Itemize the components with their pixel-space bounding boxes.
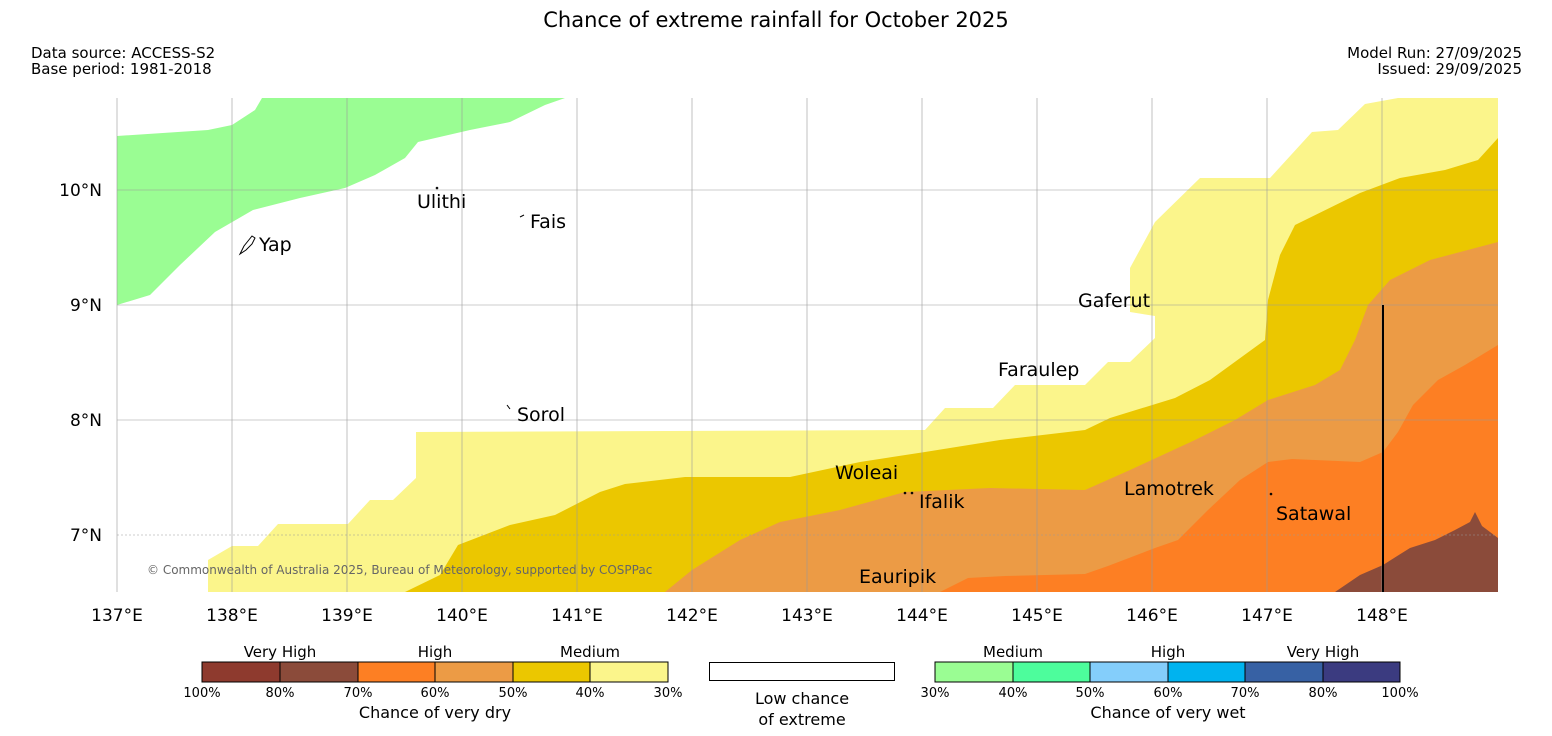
lat-tick-label: 9°N bbox=[70, 296, 102, 316]
place-label-ulithi: Ulithi bbox=[417, 191, 466, 213]
wet-percent-label: 40% bbox=[999, 686, 1028, 701]
low-chance-swatch bbox=[709, 662, 895, 681]
dry-legend: Very High High Medium 100% 80% 70% 60% 5… bbox=[183, 643, 682, 722]
wet-swatch-30-40 bbox=[934, 661, 1014, 683]
ulithi-island-icon bbox=[435, 186, 439, 190]
island-marks bbox=[238, 186, 1273, 496]
lon-tick-label: 144°E bbox=[896, 606, 948, 626]
wet-percent-label: 100% bbox=[1381, 686, 1418, 701]
wet-medium-region bbox=[117, 98, 565, 305]
wet-swatch-60-70 bbox=[1167, 661, 1246, 683]
place-label-fais: Fais bbox=[530, 211, 566, 233]
place-label-sorol: Sorol bbox=[517, 404, 565, 426]
dry-percent-label: 100% bbox=[183, 686, 220, 701]
wet-category-label: High bbox=[1151, 643, 1185, 661]
dry-swatch-40-50 bbox=[512, 661, 591, 683]
place-label-gaferut: Gaferut bbox=[1078, 290, 1150, 312]
place-label-faraulep: Faraulep bbox=[998, 359, 1079, 381]
latitude-axis: 10°N 9°N 8°N 7°N bbox=[59, 181, 102, 546]
lon-tick-label: 137°E bbox=[91, 606, 143, 626]
low-chance-line2: of extreme bbox=[758, 710, 846, 729]
dry-percent-label: 50% bbox=[499, 686, 528, 701]
place-label-eauripik: Eauripik bbox=[859, 566, 936, 588]
place-label-yap: Yap bbox=[258, 234, 292, 256]
wet-swatch-70-80 bbox=[1244, 661, 1324, 683]
data-source-text: Data source: ACCESS-S2 bbox=[31, 44, 216, 62]
place-label-lamotrek: Lamotrek bbox=[1124, 478, 1214, 500]
dry-percent-label: 30% bbox=[654, 686, 683, 701]
place-label-satawal: Satawal bbox=[1276, 503, 1351, 525]
lon-tick-label: 145°E bbox=[1011, 606, 1063, 626]
lon-tick-label: 141°E bbox=[551, 606, 603, 626]
base-period-text: Base period: 1981-2018 bbox=[31, 60, 212, 78]
low-chance-line1: Low chance bbox=[754, 689, 850, 708]
lon-tick-label: 147°E bbox=[1241, 606, 1293, 626]
dry-percent-label: 60% bbox=[421, 686, 450, 701]
dry-percent-label: 80% bbox=[266, 686, 295, 701]
issued-text: Issued: 29/09/2025 bbox=[1377, 60, 1522, 78]
lon-tick-label: 146°E bbox=[1126, 606, 1178, 626]
satawal-island-icon bbox=[1269, 492, 1273, 496]
dry-very-high-region bbox=[1335, 512, 1498, 592]
place-label-ifalik: Ifalik bbox=[919, 491, 965, 513]
wet-swatch-50-60 bbox=[1089, 661, 1169, 683]
copyright-notice: © Commonwealth of Australia 2025, Bureau… bbox=[147, 563, 653, 577]
dry-category-label: Very High bbox=[244, 643, 317, 661]
dry-category-label: Medium bbox=[560, 643, 620, 661]
lon-tick-label: 139°E bbox=[321, 606, 373, 626]
lat-tick-label: 8°N bbox=[70, 411, 102, 431]
wet-category-label: Medium bbox=[983, 643, 1043, 661]
dry-swatch-80-100 bbox=[201, 661, 281, 683]
lon-tick-label: 148°E bbox=[1356, 606, 1408, 626]
place-label-woleai: Woleai bbox=[835, 462, 898, 484]
dry-swatch-60-70 bbox=[357, 661, 436, 683]
wet-swatch-40-50 bbox=[1012, 661, 1091, 683]
low-chance-label: Low chance of extreme bbox=[709, 688, 895, 730]
yap-island-icon bbox=[238, 235, 256, 256]
lon-tick-label: 138°E bbox=[206, 606, 258, 626]
dry-category-label: High bbox=[418, 643, 452, 661]
wet-legend: Medium High Very High 30% 40% 50% 60% 70… bbox=[921, 643, 1419, 722]
wet-percent-label: 60% bbox=[1154, 686, 1183, 701]
dry-swatch-70-80 bbox=[279, 661, 359, 683]
dry-high-60-70-region bbox=[940, 345, 1498, 592]
ifalik-island-icon bbox=[910, 491, 914, 495]
fais-island-icon bbox=[519, 214, 525, 218]
sorol-island-icon bbox=[506, 404, 511, 410]
wet-swatch-80-100 bbox=[1322, 661, 1401, 683]
header-left: Data source: ACCESS-S2 Base period: 1981… bbox=[31, 45, 215, 77]
wet-percent-label: 30% bbox=[921, 686, 950, 701]
model-run-text: Model Run: 27/09/2025 bbox=[1347, 44, 1522, 62]
dry-swatch-50-60 bbox=[434, 661, 514, 683]
wet-percent-label: 70% bbox=[1231, 686, 1260, 701]
lat-tick-label: 10°N bbox=[59, 181, 102, 201]
lon-tick-label: 143°E bbox=[781, 606, 833, 626]
wet-category-label: Very High bbox=[1287, 643, 1360, 661]
lon-tick-label: 142°E bbox=[666, 606, 718, 626]
woleai-island-icon bbox=[903, 491, 907, 495]
dry-percent-label: 70% bbox=[344, 686, 373, 701]
map-title: Chance of extreme rainfall for October 2… bbox=[543, 8, 1009, 32]
lat-tick-label: 7°N bbox=[70, 526, 102, 546]
wet-legend-title: Chance of very wet bbox=[1090, 703, 1245, 722]
dry-percent-label: 40% bbox=[576, 686, 605, 701]
header-right: Model Run: 27/09/2025 Issued: 29/09/2025 bbox=[1347, 45, 1522, 77]
lon-tick-label: 140°E bbox=[436, 606, 488, 626]
wet-percent-label: 50% bbox=[1076, 686, 1105, 701]
longitude-axis: 137°E 138°E 139°E 140°E 141°E 142°E 143°… bbox=[91, 606, 1408, 626]
wet-percent-label: 80% bbox=[1309, 686, 1338, 701]
dry-swatch-30-40 bbox=[589, 661, 669, 683]
dry-legend-title: Chance of very dry bbox=[359, 703, 511, 722]
